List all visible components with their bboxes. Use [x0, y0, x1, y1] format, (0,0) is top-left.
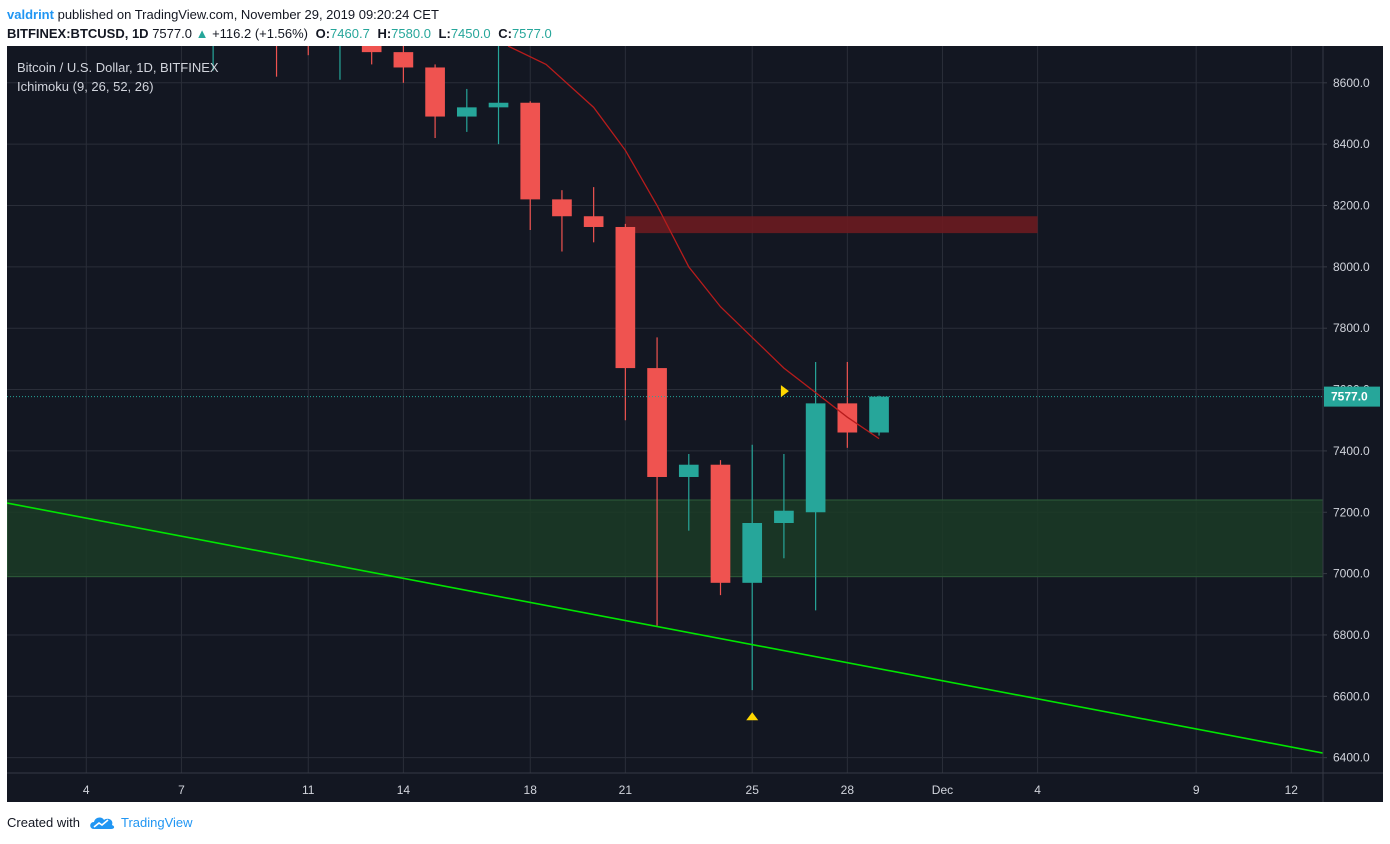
- x-tick-label: 4: [83, 783, 90, 797]
- footer: Created with TradingView: [7, 815, 193, 831]
- last-price: 7577.0: [152, 26, 192, 41]
- price-axis[interactable]: 6400.06600.06800.07000.07200.07400.07600…: [1323, 76, 1370, 765]
- triangle-right-icon: [780, 385, 789, 398]
- last-price-tag-label: 7577.0: [1331, 390, 1368, 404]
- candle-body: [488, 102, 509, 108]
- last-price-tag: 7577.0: [1324, 386, 1380, 407]
- open-key: O:: [315, 26, 331, 41]
- indicator-legend: Ichimoku (9, 26, 52, 26): [17, 79, 154, 94]
- close-key: C:: [498, 26, 512, 41]
- candle-body: [267, 25, 287, 28]
- y-tick-label: 8200.0: [1333, 199, 1370, 213]
- candle-body: [774, 510, 794, 523]
- candle-body: [742, 522, 763, 583]
- y-tick-label: 8400.0: [1333, 137, 1370, 151]
- y-tick-label: 8600.0: [1333, 76, 1370, 90]
- symbol-label: BITFINEX:BTCUSD, 1D: [7, 26, 149, 41]
- candle-body: [203, 34, 223, 36]
- candle-body: [520, 102, 541, 200]
- chart-background: [7, 46, 1383, 802]
- candle-body: [805, 403, 826, 513]
- y-tick-label: 7000.0: [1333, 567, 1370, 581]
- indicator-lines: [7, 46, 1323, 754]
- close-value: 7577.0: [511, 26, 552, 41]
- last-price-tag-bg: [1324, 386, 1380, 407]
- candle-body: [552, 199, 572, 217]
- support-trendline: [7, 502, 1323, 754]
- x-tick-label: 11: [302, 783, 315, 797]
- chart-title: Bitcoin / U.S. Dollar, 1D, BITFINEX: [17, 60, 219, 75]
- time-axis[interactable]: 4 7 11 14 18 21 25 28 Dec 4 9 12: [83, 783, 1298, 797]
- open-value: 7460.7: [330, 26, 370, 41]
- high-key: H:: [377, 26, 392, 41]
- created-with-text: Created with: [7, 815, 80, 830]
- y-tick-label: 6800.0: [1333, 628, 1370, 642]
- low-key: L:: [438, 26, 451, 41]
- x-tick-label: 28: [841, 783, 855, 797]
- author-link[interactable]: valdrint: [7, 7, 54, 22]
- candle-body: [425, 67, 445, 117]
- x-tick-label: Dec: [932, 783, 953, 797]
- candle-body: [869, 396, 889, 433]
- x-tick-label: 9: [1193, 783, 1200, 797]
- candle-body: [361, 46, 382, 53]
- y-tick-label: 8000.0: [1333, 260, 1370, 274]
- support-zone: [7, 499, 1323, 578]
- y-tick-label: 7200.0: [1333, 505, 1370, 519]
- candle-body: [615, 226, 636, 369]
- published-text: published on TradingView.com, November 2…: [57, 7, 439, 22]
- y-tick-label: 7400.0: [1333, 444, 1370, 458]
- x-tick-label: 12: [1285, 783, 1299, 797]
- candle-body: [393, 52, 414, 68]
- x-tick-label: 21: [619, 783, 633, 797]
- high-value: 7580.0: [391, 26, 431, 41]
- symbol-line: BITFINEX:BTCUSD, 1D 7577.0 ▲ +116.2 (+1.…: [7, 26, 552, 41]
- candle-body: [583, 216, 604, 227]
- candle-body: [647, 368, 667, 477]
- y-tick-label: 7800.0: [1333, 321, 1370, 335]
- x-tick-label: 18: [524, 783, 538, 797]
- tradingview-link[interactable]: TradingView: [121, 815, 193, 830]
- x-tick-label: 25: [746, 783, 760, 797]
- markers-layer: [746, 385, 789, 721]
- x-tick-label: 4: [1034, 783, 1041, 797]
- candles-layer[interactable]: [203, 15, 889, 691]
- low-value: 7450.0: [450, 26, 491, 41]
- resistance-zone: [625, 216, 1038, 234]
- price-change: +116.2 (+1.56%): [212, 26, 308, 41]
- candle-body: [298, 31, 318, 34]
- chart-header: valdrint published on TradingView.com, N…: [7, 0, 1387, 46]
- publish-line: valdrint published on TradingView.com, N…: [7, 7, 439, 22]
- y-tick-label: 6400.0: [1333, 751, 1370, 765]
- triangle-up-icon: [746, 712, 759, 721]
- candle-body: [456, 107, 477, 117]
- up-arrow-icon: ▲: [195, 26, 209, 41]
- candle-body: [678, 464, 699, 477]
- candle-body: [710, 464, 731, 583]
- x-tick-label: 7: [178, 783, 185, 797]
- y-tick-label: 6600.0: [1333, 689, 1370, 703]
- tradingview-logo-icon: [89, 817, 114, 829]
- zones-layer: [7, 216, 1323, 578]
- x-tick-label: 14: [397, 783, 411, 797]
- candle-body: [330, 43, 350, 46]
